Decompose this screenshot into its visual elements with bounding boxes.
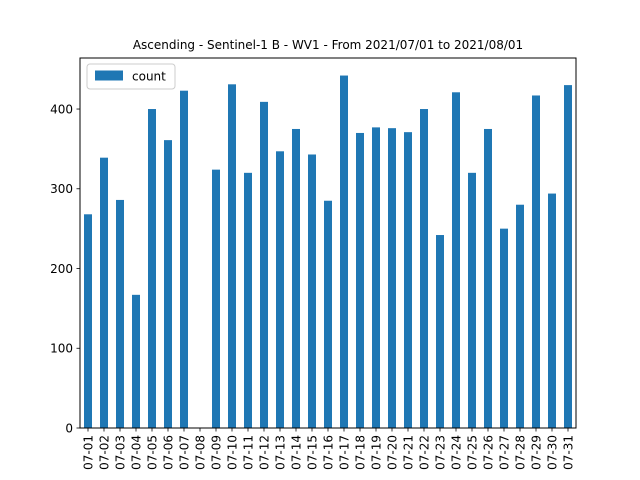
bar-07-04 bbox=[132, 294, 140, 428]
bar-07-21 bbox=[404, 132, 412, 428]
bar-07-13 bbox=[276, 151, 284, 429]
y-axis: 0 100 200 300 400 bbox=[50, 102, 80, 435]
bar-07-07 bbox=[180, 90, 188, 428]
bar-07-01 bbox=[84, 214, 92, 428]
x-tick-label: 07-09 bbox=[209, 435, 223, 470]
bar-07-12 bbox=[260, 101, 268, 429]
bar-07-15 bbox=[308, 154, 316, 429]
x-tick-label: 07-13 bbox=[273, 435, 287, 470]
y-tick-label: 0 bbox=[65, 421, 73, 435]
x-tick-label: 07-24 bbox=[449, 435, 463, 470]
bar-07-22 bbox=[420, 109, 428, 428]
x-tick-label: 07-11 bbox=[241, 435, 255, 470]
x-tick-label: 07-28 bbox=[513, 435, 527, 470]
bar-07-11 bbox=[244, 172, 252, 428]
x-tick-label: 07-02 bbox=[97, 435, 111, 470]
x-tick-label: 07-20 bbox=[385, 435, 399, 470]
x-tick-label: 07-08 bbox=[193, 435, 207, 470]
legend-label: count bbox=[132, 70, 166, 84]
x-tick-label: 07-12 bbox=[257, 435, 271, 470]
bar-07-02 bbox=[100, 157, 108, 428]
bar-07-09 bbox=[212, 169, 220, 428]
bar-07-18 bbox=[356, 132, 364, 428]
bar-07-24 bbox=[452, 92, 460, 428]
y-tick-label: 400 bbox=[50, 102, 73, 116]
bar-07-17 bbox=[340, 75, 348, 428]
legend-box bbox=[86, 63, 176, 90]
x-tick-label: 07-01 bbox=[81, 435, 95, 470]
x-tick-label: 07-22 bbox=[417, 435, 431, 470]
x-tick-label: 07-15 bbox=[305, 435, 319, 470]
legend: count bbox=[86, 63, 176, 90]
x-tick-label: 07-23 bbox=[433, 435, 447, 470]
x-tick-label: 07-05 bbox=[145, 435, 159, 470]
x-axis: 07-01 07-02 07-03 07-04 07-05 07-06 07-07 07-08… bbox=[81, 428, 575, 470]
bar-07-30 bbox=[548, 193, 556, 428]
bars-group bbox=[84, 75, 572, 429]
x-tick-label: 07-27 bbox=[497, 435, 511, 470]
x-tick-label: 07-14 bbox=[289, 435, 303, 470]
chart-title: Ascending - Sentinel-1 B - WV1 - From 20… bbox=[133, 38, 523, 52]
bar-07-31 bbox=[564, 85, 572, 429]
x-tick-label: 07-31 bbox=[561, 435, 575, 470]
x-tick-label: 07-30 bbox=[545, 435, 559, 470]
x-tick-label: 07-21 bbox=[401, 435, 415, 470]
y-tick-label: 200 bbox=[50, 262, 73, 276]
bar-07-14 bbox=[292, 128, 300, 428]
bar-07-10 bbox=[228, 84, 236, 428]
bar-07-28 bbox=[516, 204, 524, 428]
x-tick-label: 07-03 bbox=[113, 435, 127, 470]
bar-07-25 bbox=[468, 172, 476, 428]
x-tick-label: 07-29 bbox=[529, 435, 543, 470]
x-tick-label: 07-06 bbox=[161, 435, 175, 470]
bar-07-23 bbox=[436, 235, 444, 428]
bar-07-26 bbox=[484, 128, 492, 428]
bar-07-05 bbox=[148, 109, 156, 428]
x-tick-label: 07-04 bbox=[129, 435, 143, 470]
legend-swatch bbox=[95, 70, 123, 81]
bar-07-03 bbox=[116, 199, 124, 428]
bar-07-06 bbox=[164, 140, 172, 428]
x-tick-label: 07-26 bbox=[481, 435, 495, 470]
bar-07-20 bbox=[388, 128, 396, 429]
bar-07-16 bbox=[324, 200, 332, 428]
bar-07-27 bbox=[500, 228, 508, 428]
y-tick-label: 300 bbox=[50, 182, 73, 196]
x-tick-label: 07-17 bbox=[337, 435, 351, 470]
x-tick-label: 07-10 bbox=[225, 435, 239, 470]
bar-07-29 bbox=[532, 95, 540, 428]
y-tick-label: 100 bbox=[50, 342, 73, 356]
x-tick-label: 07-16 bbox=[321, 435, 335, 470]
plot-frame bbox=[79, 57, 577, 429]
x-tick-label: 07-25 bbox=[465, 435, 479, 470]
x-tick-label: 07-07 bbox=[177, 435, 191, 470]
bar-07-19 bbox=[372, 127, 380, 429]
x-tick-label: 07-19 bbox=[369, 435, 383, 470]
x-tick-label: 07-18 bbox=[353, 435, 367, 470]
